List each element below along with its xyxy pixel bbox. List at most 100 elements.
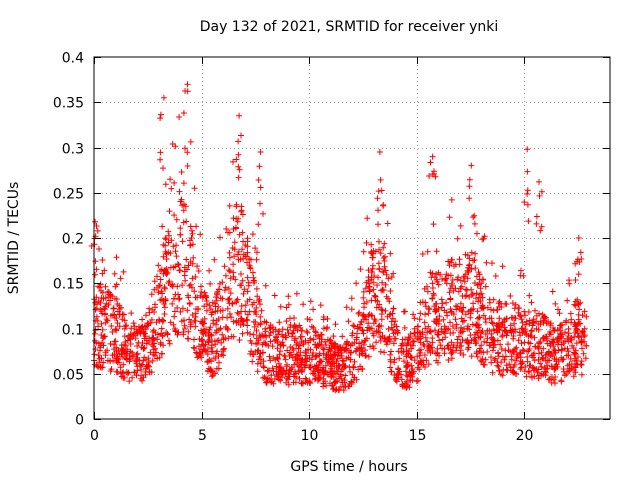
data-point	[262, 328, 269, 335]
data-point	[217, 234, 223, 241]
data-point	[288, 351, 295, 358]
data-point	[215, 365, 222, 372]
data-point	[354, 325, 361, 332]
data-point	[334, 355, 341, 362]
data-point	[419, 251, 426, 257]
data-point	[130, 333, 137, 339]
data-point	[547, 375, 553, 382]
data-point	[181, 272, 188, 279]
data-point	[402, 308, 408, 315]
data-point	[166, 278, 173, 285]
data-point	[269, 343, 276, 350]
data-point	[443, 309, 450, 316]
data-point	[307, 380, 314, 387]
data-point	[180, 110, 187, 116]
data-point	[145, 322, 151, 329]
data-point	[420, 357, 426, 364]
data-point	[387, 338, 394, 345]
data-point	[98, 332, 105, 338]
data-point	[113, 347, 120, 354]
data-point	[157, 282, 164, 289]
data-point	[445, 345, 452, 352]
data-point	[117, 275, 124, 282]
data-point	[382, 281, 389, 288]
data-point	[329, 382, 336, 389]
data-point	[224, 305, 231, 312]
data-point	[414, 329, 421, 336]
data-point	[294, 339, 301, 346]
data-point	[201, 315, 208, 322]
data-point	[117, 364, 124, 371]
data-point	[206, 267, 213, 274]
data-point	[211, 256, 218, 263]
data-point	[414, 335, 421, 342]
data-point	[522, 312, 528, 319]
data-point	[337, 352, 344, 359]
data-point	[111, 341, 118, 348]
data-point	[93, 362, 100, 369]
data-point	[285, 376, 292, 383]
data-point	[518, 364, 525, 371]
data-point	[439, 300, 446, 307]
data-point	[483, 259, 490, 266]
data-point	[540, 345, 547, 352]
data-point	[470, 214, 477, 221]
data-point	[383, 293, 390, 300]
data-point	[233, 225, 239, 232]
data-point	[297, 364, 303, 371]
data-point	[564, 297, 571, 304]
data-point	[155, 262, 162, 269]
data-point	[448, 308, 455, 315]
data-point	[536, 178, 542, 185]
y-tick-label: 0.2	[62, 232, 84, 248]
data-point	[565, 333, 572, 339]
data-point	[162, 181, 169, 188]
data-point	[572, 277, 579, 283]
data-point	[298, 328, 305, 334]
data-point	[256, 356, 262, 363]
data-point	[327, 337, 334, 344]
data-point	[228, 333, 235, 340]
data-point	[103, 316, 110, 323]
data-point	[394, 327, 401, 334]
data-point	[120, 361, 127, 368]
data-point	[498, 346, 505, 352]
grid	[94, 57, 610, 419]
data-point	[289, 354, 296, 361]
data-point	[276, 319, 283, 326]
data-point	[230, 318, 237, 325]
data-point	[464, 323, 471, 330]
data-point	[255, 177, 262, 183]
data-point	[160, 253, 167, 260]
data-point	[235, 248, 242, 255]
data-point	[472, 250, 479, 257]
data-point	[198, 327, 204, 334]
data-point	[435, 281, 442, 288]
data-point	[238, 132, 244, 139]
data-point	[580, 350, 587, 357]
data-point	[282, 371, 289, 378]
data-point	[437, 342, 444, 349]
data-point	[466, 176, 473, 183]
data-point	[253, 335, 260, 342]
data-point	[383, 341, 390, 348]
data-point	[216, 359, 222, 366]
data-point	[254, 368, 261, 375]
data-point	[98, 320, 105, 327]
data-point	[227, 290, 234, 297]
data-point	[456, 333, 462, 340]
data-point	[447, 319, 453, 326]
data-point	[353, 280, 360, 287]
data-point	[212, 355, 219, 361]
data-point	[488, 334, 495, 341]
data-point	[193, 349, 200, 356]
data-point	[348, 349, 355, 356]
data-point	[430, 290, 437, 297]
data-point	[184, 88, 191, 95]
data-point	[451, 263, 457, 270]
data-point	[113, 281, 120, 288]
data-point	[268, 372, 275, 379]
data-point	[480, 312, 487, 319]
data-point	[436, 337, 443, 344]
data-point	[552, 300, 559, 307]
